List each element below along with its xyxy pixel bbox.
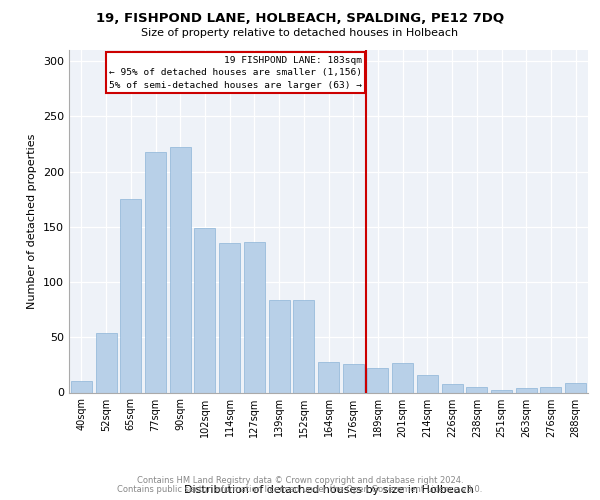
- Bar: [293, 300, 314, 392]
- Bar: [442, 384, 463, 392]
- Bar: [516, 388, 537, 392]
- Bar: [565, 382, 586, 392]
- Bar: [244, 242, 265, 392]
- Text: 19 FISHPOND LANE: 183sqm
← 95% of detached houses are smaller (1,156)
5% of semi: 19 FISHPOND LANE: 183sqm ← 95% of detach…: [109, 56, 362, 90]
- Bar: [219, 244, 240, 392]
- Y-axis label: Number of detached properties: Number of detached properties: [28, 134, 37, 309]
- Bar: [71, 382, 92, 392]
- Text: Contains HM Land Registry data © Crown copyright and database right 2024.: Contains HM Land Registry data © Crown c…: [137, 476, 463, 485]
- Text: Contains public sector information licensed under the Open Government Licence v3: Contains public sector information licen…: [118, 485, 482, 494]
- Bar: [417, 375, 438, 392]
- Bar: [466, 387, 487, 392]
- Text: Size of property relative to detached houses in Holbeach: Size of property relative to detached ho…: [142, 28, 458, 38]
- Bar: [269, 300, 290, 392]
- Bar: [343, 364, 364, 392]
- Bar: [194, 228, 215, 392]
- X-axis label: Distribution of detached houses by size in Holbeach: Distribution of detached houses by size …: [184, 486, 473, 496]
- Bar: [95, 333, 116, 392]
- Bar: [392, 362, 413, 392]
- Text: 19, FISHPOND LANE, HOLBEACH, SPALDING, PE12 7DQ: 19, FISHPOND LANE, HOLBEACH, SPALDING, P…: [96, 12, 504, 26]
- Bar: [541, 387, 562, 392]
- Bar: [120, 199, 141, 392]
- Bar: [491, 390, 512, 392]
- Bar: [170, 147, 191, 392]
- Bar: [367, 368, 388, 392]
- Bar: [318, 362, 339, 392]
- Bar: [145, 152, 166, 392]
